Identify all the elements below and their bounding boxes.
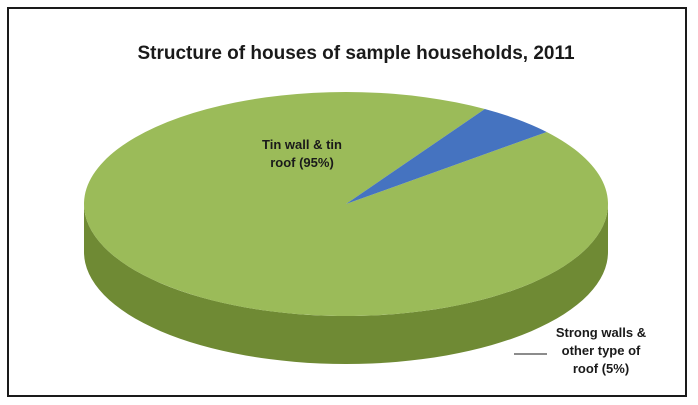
pie-side-segment	[84, 204, 608, 364]
slice-label-line: Tin wall & tin	[262, 137, 342, 152]
slice-label-line: roof (5%)	[573, 361, 629, 376]
slice-label: Tin wall & tin roof (95%)	[262, 137, 342, 170]
pie-top	[84, 92, 609, 317]
slice-label: Strong walls & other type of roof (5%)	[556, 325, 646, 376]
pie-sides	[84, 204, 608, 364]
slice-label-line: other type of	[562, 343, 641, 358]
slice-label-line: roof (95%)	[270, 155, 334, 170]
pie-slice	[346, 109, 547, 204]
pie-chart: Structure of houses of sample households…	[84, 43, 646, 376]
chart-frame: Structure of houses of sample households…	[7, 7, 687, 397]
slice-labels: Tin wall & tin roof (95%) Strong walls & ot…	[262, 137, 646, 376]
chart-title: Structure of houses of sample households…	[137, 43, 575, 64]
slice-label-line: Strong walls &	[556, 325, 646, 340]
pie-slice	[84, 92, 609, 317]
